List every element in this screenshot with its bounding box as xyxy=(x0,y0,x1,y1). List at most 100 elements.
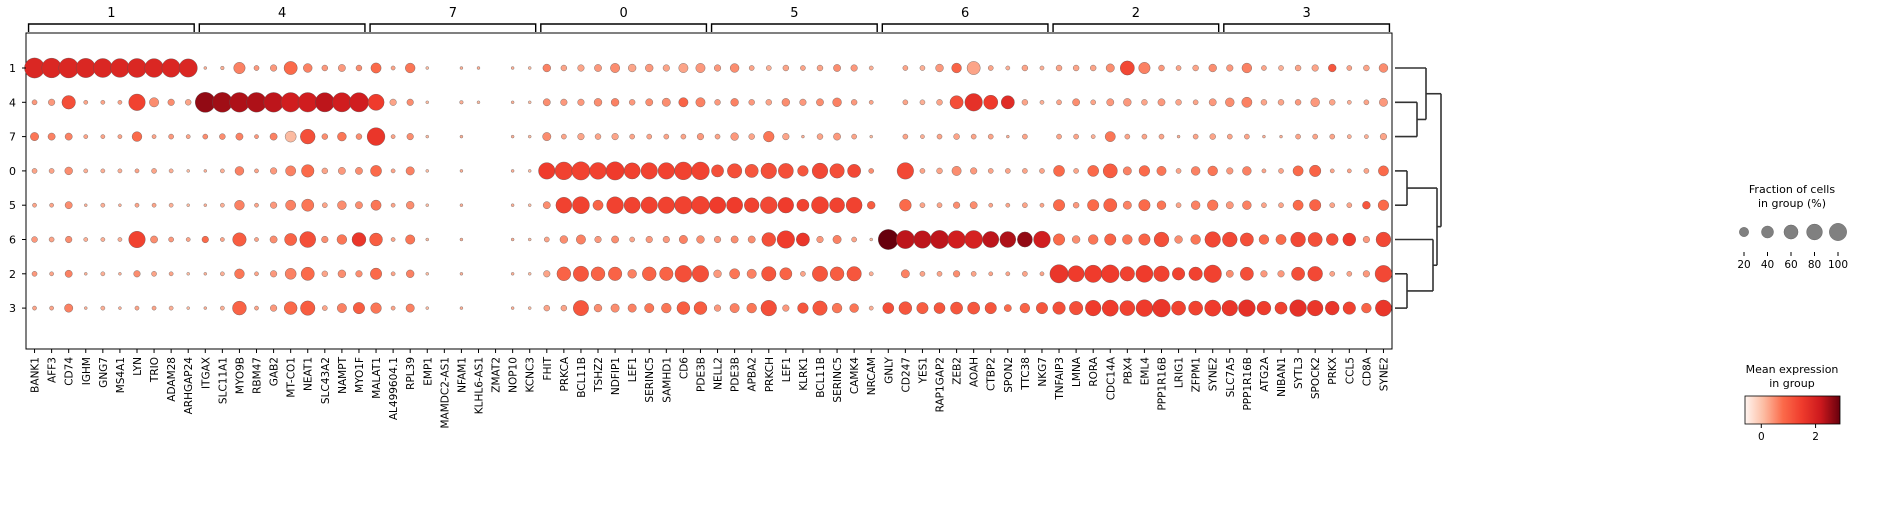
dot xyxy=(75,58,96,78)
dot xyxy=(987,168,994,174)
dot xyxy=(100,271,106,277)
gene-label: SYTL3 xyxy=(1293,357,1305,389)
dot xyxy=(1022,202,1028,208)
dot xyxy=(300,266,315,281)
gene-label: SAMHD1 xyxy=(661,357,673,403)
dot xyxy=(405,62,416,74)
dot xyxy=(1309,164,1322,177)
dot xyxy=(254,305,259,311)
dot xyxy=(1053,165,1065,177)
dot xyxy=(366,127,386,146)
dot xyxy=(476,66,481,70)
dot xyxy=(572,196,590,214)
dot xyxy=(1377,199,1389,211)
dot xyxy=(829,266,845,281)
dot xyxy=(696,235,705,244)
dot xyxy=(951,62,962,74)
gene-group-label: 2 xyxy=(1132,6,1140,21)
dot xyxy=(711,164,724,178)
dot xyxy=(1379,133,1387,141)
dot xyxy=(84,272,88,276)
gene-label: CD6 xyxy=(678,357,690,379)
dot xyxy=(1192,133,1199,140)
dot xyxy=(284,301,298,315)
gene-label: RBM47 xyxy=(252,357,264,394)
dot xyxy=(629,236,635,243)
y-tick-label: 0 xyxy=(9,165,16,178)
dot xyxy=(796,232,810,247)
dot xyxy=(1190,234,1201,245)
dot xyxy=(920,134,925,139)
gene-label: ADAM28 xyxy=(166,357,178,402)
dot xyxy=(64,201,73,210)
dot xyxy=(65,236,73,243)
gene-label: LEF1 xyxy=(781,357,793,382)
dot xyxy=(761,266,777,282)
dot xyxy=(953,201,961,209)
dot xyxy=(1175,168,1182,174)
dot xyxy=(919,65,926,71)
gene-label: CCL5 xyxy=(1344,357,1356,384)
gene-label: PRKX xyxy=(1327,357,1339,385)
dot xyxy=(64,132,73,141)
dot xyxy=(832,235,842,244)
dot xyxy=(1261,168,1267,174)
dot xyxy=(691,161,710,180)
dot xyxy=(816,98,824,107)
dot xyxy=(936,167,943,175)
dot xyxy=(459,237,464,242)
dot xyxy=(867,201,876,210)
dot xyxy=(935,63,944,73)
dot xyxy=(816,133,824,140)
dot xyxy=(1039,168,1045,174)
dot xyxy=(425,272,429,276)
dot xyxy=(510,237,515,242)
dot xyxy=(24,57,45,79)
size-legend-dot xyxy=(1739,227,1749,237)
dot xyxy=(321,270,328,277)
dot xyxy=(1188,266,1203,281)
dot xyxy=(151,134,157,139)
dot xyxy=(270,304,278,312)
dot xyxy=(270,167,278,175)
dot xyxy=(1158,64,1165,72)
dot xyxy=(611,235,619,244)
dot xyxy=(1207,165,1218,176)
dot xyxy=(425,203,429,207)
dot xyxy=(127,58,147,78)
dot xyxy=(269,235,278,244)
dot xyxy=(1241,96,1253,108)
dot xyxy=(270,270,278,278)
dot xyxy=(696,133,704,141)
dot xyxy=(1036,302,1048,315)
dot xyxy=(679,235,688,244)
gene-label: NFAM1 xyxy=(456,357,468,393)
dot xyxy=(32,305,37,311)
dot xyxy=(1295,133,1301,140)
dot xyxy=(692,265,709,283)
y-tick-label: 7 xyxy=(9,131,16,144)
dot xyxy=(93,58,113,78)
dot xyxy=(851,236,857,243)
gene-label: RORA xyxy=(1088,356,1100,386)
dot xyxy=(1088,234,1099,245)
dot xyxy=(964,230,983,249)
dot xyxy=(168,271,174,277)
dot xyxy=(1119,266,1135,282)
dot xyxy=(1374,265,1393,283)
size-legend-tick-label: 80 xyxy=(1808,259,1821,271)
dot xyxy=(128,93,146,111)
gene-label: CTBP2 xyxy=(986,357,998,391)
dot xyxy=(1022,168,1028,174)
dot xyxy=(833,64,841,72)
dot xyxy=(967,301,980,315)
dot xyxy=(779,267,793,281)
dot xyxy=(1049,264,1069,284)
dot xyxy=(1005,65,1011,71)
dot xyxy=(1087,165,1099,177)
dot xyxy=(1069,301,1084,316)
dot xyxy=(744,197,760,213)
gene-label: FHIT xyxy=(542,356,554,380)
gene-group-bracket xyxy=(369,23,537,32)
dot xyxy=(321,64,328,72)
